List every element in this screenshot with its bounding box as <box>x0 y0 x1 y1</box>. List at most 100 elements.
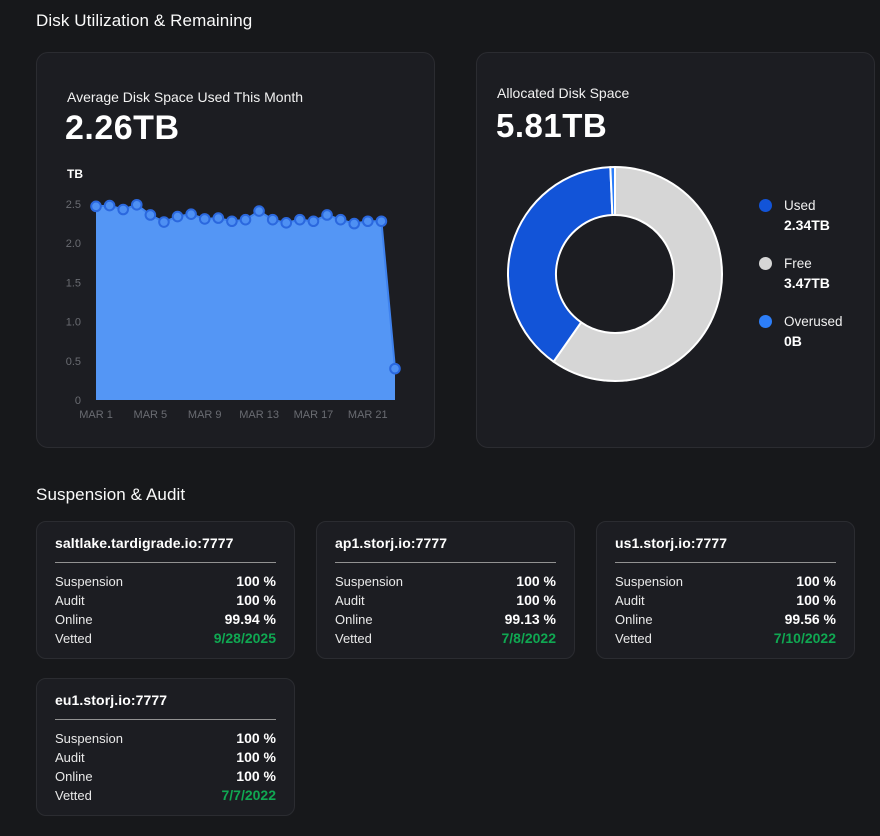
satellite-card: ap1.storj.io:7777 Suspension 100 % Audit 10… <box>316 521 575 659</box>
stat-value: 100 % <box>236 730 276 746</box>
stat-value: 99.13 % <box>504 611 556 627</box>
stat-row: Vetted 7/8/2022 <box>335 629 556 648</box>
average-disk-space-card: Average Disk Space Used This Month 2.26T… <box>36 52 435 448</box>
stat-value: 7/8/2022 <box>501 630 557 646</box>
stat-row: Vetted 9/28/2025 <box>55 629 276 648</box>
stat-label: Vetted <box>55 631 92 646</box>
satellite-card: eu1.storj.io:7777 Suspension 100 % Audit 10… <box>36 678 295 816</box>
legend-dot-icon <box>759 199 772 212</box>
y-tick-label: 0.5 <box>66 356 81 368</box>
y-tick-label: 0 <box>75 395 81 407</box>
stat-value: 100 % <box>796 592 836 608</box>
allocated-space-donut-chart <box>506 165 723 382</box>
satellite-stats: Suspension 100 % Audit 100 % Online 100 % Vett… <box>55 729 276 805</box>
stat-row: Suspension 100 % <box>55 572 276 591</box>
stat-value: 100 % <box>236 592 276 608</box>
stat-label: Audit <box>55 593 85 608</box>
stat-label: Suspension <box>615 574 683 589</box>
stat-row: Vetted 7/7/2022 <box>55 786 276 805</box>
stat-row: Vetted 7/10/2022 <box>615 629 836 648</box>
divider <box>55 719 276 720</box>
stat-label: Audit <box>55 750 85 765</box>
stat-value: 100 % <box>236 768 276 784</box>
legend-item: Used 2.34TB <box>759 197 843 234</box>
satellite-cards-grid: saltlake.tardigrade.io:7777 Suspension 10… <box>36 521 855 816</box>
stat-label: Online <box>55 612 93 627</box>
stat-value: 100 % <box>516 592 556 608</box>
satellite-address: us1.storj.io:7777 <box>615 535 728 551</box>
y-tick-label: 1.5 <box>66 277 81 289</box>
avg-card-title: Average Disk Space Used This Month <box>67 89 304 105</box>
satellite-card: us1.storj.io:7777 Suspension 100 % Audit 10… <box>596 521 855 659</box>
satellite-stats: Suspension 100 % Audit 100 % Online 99.13 % Ve… <box>335 572 556 648</box>
legend-value: 0B <box>784 333 802 349</box>
stat-value: 100 % <box>236 573 276 589</box>
stat-label: Online <box>335 612 373 627</box>
satellite-stats: Suspension 100 % Audit 100 % Online 99.56 % Ve… <box>615 572 836 648</box>
stat-label: Vetted <box>55 788 92 803</box>
section-title-suspension-audit: Suspension & Audit <box>36 485 186 504</box>
stat-value: 7/10/2022 <box>773 630 836 646</box>
stat-label: Suspension <box>55 574 123 589</box>
stat-value: 99.56 % <box>784 611 836 627</box>
stat-row: Audit 100 % <box>55 591 276 610</box>
stat-label: Vetted <box>335 631 372 646</box>
x-tick-label: MAR 21 <box>348 409 388 421</box>
divider <box>55 562 276 563</box>
divider <box>615 562 836 563</box>
stat-row: Suspension 100 % <box>335 572 556 591</box>
y-axis-unit-label: TB <box>67 167 83 181</box>
stat-label: Audit <box>615 593 645 608</box>
x-tick-label: MAR 9 <box>188 409 222 421</box>
legend-label: Used <box>784 198 816 213</box>
satellite-card: saltlake.tardigrade.io:7777 Suspension 10… <box>36 521 295 659</box>
x-tick-label: MAR 13 <box>239 409 279 421</box>
satellite-address: saltlake.tardigrade.io:7777 <box>55 535 234 551</box>
stat-value: 99.94 % <box>224 611 276 627</box>
satellite-address: ap1.storj.io:7777 <box>335 535 448 551</box>
legend-dot-icon <box>759 257 772 270</box>
satellite-stats: Suspension 100 % Audit 100 % Online 99.94 % Ve… <box>55 572 276 648</box>
x-tick-label: MAR 17 <box>294 409 334 421</box>
stat-label: Audit <box>335 593 365 608</box>
stat-label: Online <box>615 612 653 627</box>
stat-value: 9/28/2025 <box>213 630 276 646</box>
divider <box>335 562 556 563</box>
legend-value: 3.47TB <box>784 275 830 291</box>
stat-row: Online 100 % <box>55 767 276 786</box>
stat-row: Audit 100 % <box>55 748 276 767</box>
stat-value: 7/7/2022 <box>221 787 277 803</box>
disk-usage-area-chart: 0 0.5 1.0 1.5 2.0 2.5 MAR 1 MAR 5 MAR 9 MAR 13 MAR… <box>66 198 401 421</box>
legend-label: Overused <box>784 314 843 329</box>
stat-label: Suspension <box>55 731 123 746</box>
y-tick-label: 2.0 <box>66 238 81 250</box>
legend-item: Free 3.47TB <box>759 255 843 292</box>
legend-item: Overused 0B <box>759 313 843 350</box>
stat-row: Online 99.94 % <box>55 610 276 629</box>
legend-value: 2.34TB <box>784 217 830 233</box>
x-tick-label: MAR 5 <box>134 409 168 421</box>
stat-row: Online 99.13 % <box>335 610 556 629</box>
stat-row: Online 99.56 % <box>615 610 836 629</box>
stat-row: Audit 100 % <box>615 591 836 610</box>
section-title-disk-utilization: Disk Utilization & Remaining <box>36 11 253 30</box>
y-tick-label: 2.5 <box>66 199 81 211</box>
stat-label: Online <box>55 769 93 784</box>
donut-legend: Used 2.34TB Free 3.47TB Overused 0B <box>759 197 843 371</box>
y-tick-label: 1.0 <box>66 317 81 329</box>
stat-value: 100 % <box>796 573 836 589</box>
stat-label: Vetted <box>615 631 652 646</box>
stat-value: 100 % <box>516 573 556 589</box>
legend-label: Free <box>784 256 812 271</box>
allocated-disk-space-card: Allocated Disk Space 5.81TB Used 2.34TB Fr… <box>476 52 875 448</box>
stat-label: Suspension <box>335 574 403 589</box>
legend-dot-icon <box>759 315 772 328</box>
avg-card-value: 2.26TB <box>65 109 180 147</box>
stat-value: 100 % <box>236 749 276 765</box>
stat-row: Audit 100 % <box>335 591 556 610</box>
alloc-card-title: Allocated Disk Space <box>497 85 630 101</box>
stat-row: Suspension 100 % <box>55 729 276 748</box>
satellite-address: eu1.storj.io:7777 <box>55 692 168 708</box>
x-tick-label: MAR 1 <box>79 409 113 421</box>
stat-row: Suspension 100 % <box>615 572 836 591</box>
